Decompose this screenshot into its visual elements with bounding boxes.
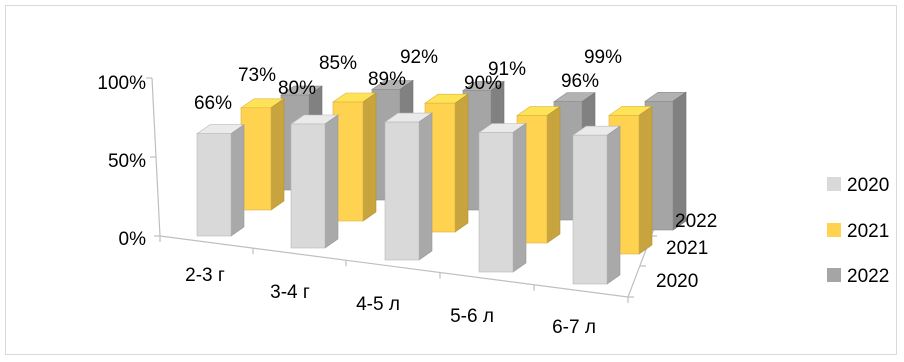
bar-side <box>418 112 433 261</box>
bar-side <box>454 93 469 233</box>
x-tick-label: 3-4 г <box>270 282 310 303</box>
bars-layer <box>196 79 687 285</box>
bar-side <box>606 125 621 285</box>
y-tick-label: 50% <box>108 151 146 172</box>
data-label-2020-3: 90% <box>464 73 502 94</box>
bar-side <box>362 92 377 222</box>
y-tick-label: 0% <box>119 229 147 250</box>
legend-swatch-2020 <box>827 177 841 191</box>
bar-side <box>512 122 527 273</box>
bar-2020-4 <box>572 125 621 285</box>
data-label-2020-4: 96% <box>561 71 599 92</box>
bar-front <box>240 107 272 211</box>
bar-front <box>290 123 326 249</box>
data-label-2021-0: 73% <box>238 65 276 86</box>
bar-front <box>478 132 514 273</box>
data-label-2021-3: 91% <box>488 59 526 80</box>
bar-2020-1 <box>290 114 339 249</box>
data-label-2021-2: 92% <box>400 47 438 68</box>
legend: 2020 2021 2022 <box>827 175 889 287</box>
bar-front <box>196 133 232 237</box>
x-tick-label: 5-6 л <box>450 306 494 327</box>
bar-2021-0 <box>240 98 285 211</box>
legend-swatch-2021 <box>827 223 841 237</box>
data-label-2020-0: 66% <box>194 93 232 114</box>
bar-side <box>546 106 561 244</box>
depth-tick-label: 2020 <box>656 271 698 292</box>
x-tick-label: 4-5 л <box>356 294 400 315</box>
legend-label-2020: 2020 <box>847 175 889 196</box>
y-tick-label: 100% <box>97 73 146 94</box>
data-label-2021-1: 85% <box>319 53 357 74</box>
axes-layer <box>146 77 669 303</box>
bar-2021-1 <box>332 92 377 222</box>
bar-side <box>324 114 339 249</box>
legend-swatch-2022 <box>827 268 841 282</box>
depth-tick-label: 2021 <box>666 238 708 259</box>
bar-2020-0 <box>196 124 245 237</box>
x-tick-label: 2-3 г <box>185 265 225 286</box>
labels-layer: 66% 80% 89% 90% 96% 73% 85% 92% 91% 99% <box>194 47 622 114</box>
bar-side <box>270 98 285 211</box>
bar-2020-2 <box>384 112 433 261</box>
bar-front <box>384 121 420 261</box>
x-tick-label: 6-7 л <box>552 317 596 338</box>
data-label-2020-2: 89% <box>368 69 406 90</box>
legend-label-2022: 2022 <box>847 266 889 287</box>
legend-label-2021: 2021 <box>847 221 889 242</box>
depth-tick-label: 2022 <box>675 211 717 232</box>
data-label-2021-4: 99% <box>584 47 622 68</box>
bar-side <box>230 124 245 237</box>
bar-side <box>638 105 653 255</box>
data-label-2020-1: 80% <box>278 78 316 99</box>
bar-2020-3 <box>478 122 527 273</box>
bar-side <box>672 91 687 231</box>
x-axis-line <box>159 235 629 298</box>
bar-front <box>572 134 608 285</box>
